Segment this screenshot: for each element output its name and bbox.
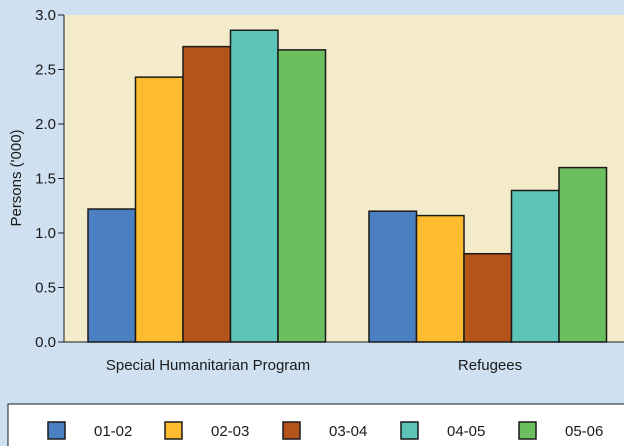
bar: [229, 29, 279, 343]
legend-label: 01-02: [94, 423, 132, 440]
bar: [415, 214, 465, 343]
legend-swatch: [282, 421, 301, 440]
x-tick-label: Refugees: [458, 357, 522, 374]
y-axis-label: Persons ('000): [8, 129, 25, 226]
y-tick-label: 3.0: [35, 7, 56, 24]
bar: [134, 76, 184, 343]
y-tick-label: 2.0: [35, 116, 56, 133]
y-tick-label: 1.5: [35, 171, 56, 188]
y-tick-label: 0.0: [35, 334, 56, 351]
legend-label: 02-03: [211, 423, 249, 440]
bar: [463, 252, 513, 343]
legend-swatch: [400, 421, 419, 440]
legend: 01-02 02-03 03-04 04-05 05-06: [7, 403, 624, 446]
y-tick-label: 1.0: [35, 225, 56, 242]
legend-swatch: [47, 421, 66, 440]
legend-swatch: [518, 421, 537, 440]
y-tick-label: 0.5: [35, 280, 56, 297]
legend-label: 03-04: [329, 423, 367, 440]
x-tick-label: Special Humanitarian Program: [106, 357, 310, 374]
x-axis-labels: Special Humanitarian Program Refugees: [106, 357, 522, 374]
bar: [87, 208, 137, 343]
bar: [368, 210, 418, 343]
legend-label: 05-06: [565, 423, 603, 440]
legend-swatch: [164, 421, 183, 440]
y-axis-ticks: 0.0 0.5 1.0 1.5 2.0 2.5 3.0: [35, 7, 64, 351]
bar: [277, 49, 327, 343]
bar: [182, 45, 232, 343]
y-tick-label: 2.5: [35, 62, 56, 79]
legend-label: 04-05: [447, 423, 485, 440]
bar: [558, 166, 608, 343]
bar: [510, 189, 560, 343]
